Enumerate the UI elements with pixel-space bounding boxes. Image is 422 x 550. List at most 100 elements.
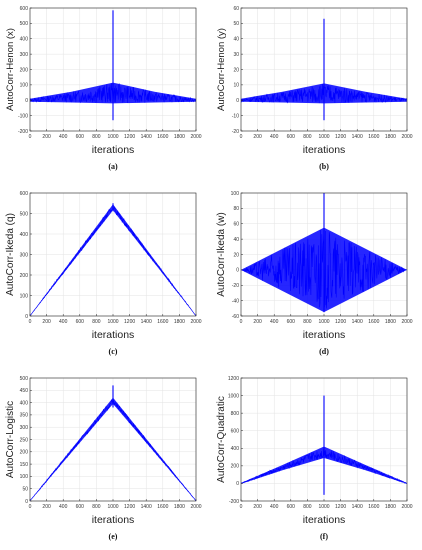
x-axis-label: iterations	[303, 144, 346, 156]
y-tick-label: -200	[18, 129, 28, 135]
x-tick-label: 1400	[141, 319, 152, 325]
x-tick-label: 0	[240, 319, 243, 325]
y-tick-label: 400	[231, 446, 240, 452]
y-tick-label: 50	[233, 21, 239, 27]
x-tick-label: 400	[270, 319, 279, 325]
y-axis-label: AutoCorr-Logistic	[5, 401, 16, 478]
x-tick-label: 600	[287, 134, 296, 140]
x-tick-label: 400	[59, 319, 68, 325]
x-tick-label: 0	[240, 504, 243, 510]
y-tick-label: -100	[18, 113, 28, 119]
y-tick-label: 0	[236, 481, 239, 487]
y-tick-label: 300	[20, 425, 29, 431]
y-tick-label: 300	[20, 52, 29, 58]
x-tick-label: 1800	[385, 134, 396, 140]
y-tick-label: 500	[20, 21, 29, 27]
y-tick-label: 1000	[228, 393, 239, 399]
x-tick-label: 1000	[318, 319, 329, 325]
y-tick-label: -40	[232, 298, 239, 304]
x-tick-label: 600	[76, 504, 85, 510]
chart-panel: 0 200 400 600 800 1000 1200 1400 1600 1800 2000 -60…	[211, 185, 422, 365]
x-tick-label: 200	[253, 319, 262, 325]
x-tick-label: 2000	[190, 504, 201, 510]
x-tick-label: 1600	[157, 504, 168, 510]
x-tick-label: 1600	[157, 134, 168, 140]
x-tick-label: 0	[29, 319, 32, 325]
x-tick-label: 800	[303, 134, 312, 140]
x-tick-label: 1800	[174, 504, 185, 510]
y-tick-label: 20	[233, 67, 239, 73]
x-tick-label: 1200	[335, 504, 346, 510]
y-tick-label: 80	[233, 206, 239, 212]
x-tick-label: 1400	[352, 504, 363, 510]
x-tick-label: 800	[303, 319, 312, 325]
x-tick-label: 1200	[124, 134, 135, 140]
x-tick-label: 400	[270, 504, 279, 510]
y-tick-label: 100	[231, 191, 240, 197]
y-tick-label: 10	[233, 83, 239, 89]
chart-svg: 0 200 400 600 800 1000 1200 1400 1600 1800 2000 0 50…	[5, 376, 202, 541]
x-axis-label: iterations	[303, 329, 346, 341]
panel-caption: (e)	[109, 532, 118, 541]
y-tick-label: 500	[20, 376, 29, 382]
x-tick-label: 200	[253, 504, 262, 510]
x-tick-label: 400	[270, 134, 279, 140]
y-tick-label: 350	[20, 413, 29, 419]
x-tick-label: 800	[303, 504, 312, 510]
y-tick-label: 40	[233, 37, 239, 43]
y-tick-label: 0	[25, 499, 28, 505]
x-tick-label: 600	[287, 504, 296, 510]
chart-panel: 0 200 400 600 800 1000 1200 1400 1600 1800 2000 -20…	[211, 0, 422, 180]
x-tick-label: 1800	[385, 319, 396, 325]
x-tick-label: 1000	[318, 504, 329, 510]
y-tick-label: 600	[20, 6, 29, 12]
x-tick-label: 200	[253, 134, 262, 140]
y-tick-label: 450	[20, 388, 29, 394]
y-tick-label: 100	[20, 474, 29, 480]
chart-svg: 0 200 400 600 800 1000 1200 1400 1600 1800 2000-60…	[216, 191, 413, 356]
x-tick-label: 1000	[318, 134, 329, 140]
chart-svg: 0 200 400 600 800 1000 1200 1400 1600 1800 2000-20…	[216, 6, 413, 171]
x-tick-label: 1400	[352, 134, 363, 140]
y-tick-label: 400	[20, 232, 29, 238]
y-tick-label: 60	[233, 6, 239, 12]
x-axis-label: iterations	[92, 144, 135, 156]
x-tick-label: 1600	[157, 319, 168, 325]
x-axis-label: iterations	[92, 329, 135, 341]
y-tick-label: 500	[20, 211, 29, 217]
chart-svg: 0 200 400 600 800 1000 1200 1400 1600 1800 2000-20…	[5, 6, 202, 171]
x-tick-label: 1000	[107, 319, 118, 325]
y-tick-label: 600	[20, 191, 29, 197]
y-tick-label: 30	[233, 52, 239, 58]
y-axis-label: AutoCorr-Henon (x)	[5, 28, 16, 111]
x-tick-label: 1200	[124, 319, 135, 325]
x-axis-label: iterations	[303, 514, 346, 526]
chart-panel: 0 200 400 600 800 1000 1200 1400 1600 1800 2000 -20…	[211, 370, 422, 550]
x-tick-label: 200	[42, 134, 51, 140]
x-tick-label: 200	[42, 504, 51, 510]
x-tick-label: 600	[76, 134, 85, 140]
x-tick-label: 800	[92, 504, 101, 510]
y-tick-label: 50	[22, 487, 28, 493]
y-tick-label: 100	[20, 293, 29, 299]
y-tick-label: -20	[232, 129, 239, 135]
y-tick-label: 200	[20, 450, 29, 456]
x-tick-label: 1600	[368, 319, 379, 325]
y-tick-label: 0	[25, 98, 28, 104]
x-tick-label: 1200	[335, 319, 346, 325]
x-tick-label: 800	[92, 134, 101, 140]
panel-caption: (c)	[109, 347, 118, 356]
x-tick-label: 400	[59, 504, 68, 510]
panel-caption: (a)	[108, 162, 118, 171]
x-tick-label: 1400	[352, 319, 363, 325]
y-tick-label: 20	[233, 252, 239, 258]
x-tick-label: 1200	[335, 134, 346, 140]
y-tick-label: -20	[232, 283, 239, 289]
y-axis-label: AutoCorr-Quadratic	[216, 396, 227, 483]
x-tick-label: 1200	[124, 504, 135, 510]
y-tick-label: 300	[20, 252, 29, 258]
x-tick-label: 2000	[190, 134, 201, 140]
y-tick-label: 400	[20, 37, 29, 43]
x-tick-label: 1800	[385, 504, 396, 510]
